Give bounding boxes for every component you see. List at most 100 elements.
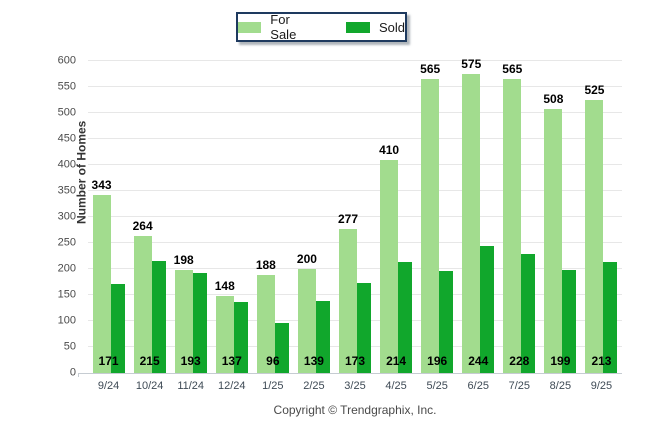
x-axis-label: 7/25 (508, 380, 531, 392)
legend-item-sold: Sold (345, 19, 405, 35)
y-tick-label: 500 (57, 106, 76, 119)
y-tick-label: 600 (57, 54, 76, 67)
month-group: 525 213 9/25 (581, 61, 622, 392)
legend-item-for-sale: For Sale (238, 12, 318, 42)
y-tick-label: 150 (57, 288, 76, 301)
for-sale-value-label: 200 (296, 252, 317, 266)
sold-bar (398, 261, 413, 373)
month-group: 343 171 9/24 (88, 61, 129, 392)
for-sale-bar: 200 (297, 252, 317, 373)
month-group: 508 199 8/25 (540, 61, 581, 392)
month-group: 565 228 7/25 (499, 61, 540, 392)
for-sale-value-label: 148 (214, 279, 235, 294)
sold-bar (562, 269, 577, 373)
month-group: 277 173 3/25 (334, 61, 375, 392)
y-tick-label: 100 (57, 314, 76, 327)
x-axis-label: 3/25 (344, 380, 366, 392)
x-axis-label: 2/25 (303, 380, 325, 392)
x-axis-label: 9/25 (590, 380, 613, 392)
for-sale-bar: 264 (133, 219, 153, 373)
y-tick-label: 400 (57, 158, 76, 171)
x-axis-label: 1/25 (262, 380, 284, 392)
month-group: 264 215 10/24 (129, 61, 170, 392)
for-sale-bar: 410 (379, 143, 399, 373)
for-sale-bar: 565 (502, 62, 522, 373)
x-axis-label: 9/24 (97, 380, 120, 392)
sold-bar (357, 283, 371, 373)
sold-bar (274, 323, 289, 373)
for-sale-bar: 148 (215, 279, 235, 373)
for-sale-value-label: 264 (132, 218, 153, 233)
for-sale-value-label: 565 (420, 62, 441, 77)
sold-bar (439, 271, 454, 373)
sold-value-label: 193 (180, 354, 201, 368)
month-group: 188 96 1/25 (252, 61, 293, 392)
y-tick-label: 300 (57, 210, 76, 223)
sold-swatch (345, 21, 370, 33)
for-sale-bar: 575 (461, 57, 481, 373)
plot-area: 343 171 9/24 264 215 10/24 198 193 11/24 148 137 12… (88, 57, 622, 392)
chart-legend: For Sale Sold (236, 12, 407, 42)
sold-value-label: 215 (139, 354, 160, 368)
y-tick-label: 0 (69, 366, 76, 379)
sold-bar (315, 300, 330, 373)
for-sale-bar: 565 (420, 62, 440, 373)
for-sale-value-label: 277 (337, 211, 359, 226)
gridline (88, 190, 622, 191)
x-axis-label: 5/25 (426, 380, 448, 392)
x-axis-label: 10/24 (135, 380, 164, 392)
sold-value-label: 96 (266, 354, 280, 368)
sold-value-label: 214 (386, 354, 407, 368)
gridline (88, 86, 622, 87)
for-sale-value-label: 508 (543, 91, 564, 106)
gridline (88, 164, 622, 165)
for-sale-value-label: 410 (379, 142, 400, 157)
sold-bar (192, 272, 207, 373)
for-sale-bar: 188 (256, 258, 276, 373)
gridline (88, 60, 622, 61)
x-axis-label: 12/24 (218, 380, 246, 392)
sold-value-label: 244 (468, 354, 489, 368)
x-axis-label: 6/25 (467, 380, 489, 392)
sold-bar (480, 246, 495, 373)
x-axis-left-tick (78, 373, 79, 377)
bar-groups: 343 171 9/24 264 215 10/24 198 193 11/24 148 137 12… (88, 57, 622, 392)
for-sale-value-label: 188 (255, 258, 276, 273)
sold-bar (521, 254, 536, 373)
legend-label-sold: Sold (378, 19, 405, 35)
for-sale-bar: 508 (543, 92, 563, 373)
sold-value-label: 171 (98, 354, 119, 368)
month-group: 198 193 11/24 (170, 61, 211, 392)
for-sale-bar: 198 (174, 253, 194, 373)
month-group: 200 139 2/25 (293, 61, 334, 392)
for-sale-bar: 277 (338, 212, 358, 373)
sold-bar (151, 261, 166, 373)
sold-bar (110, 284, 125, 373)
sold-value-label: 173 (344, 354, 366, 368)
for-sale-value-label: 198 (173, 253, 194, 268)
sold-bar (233, 301, 248, 373)
for-sale-bar: 525 (584, 83, 604, 373)
for-sale-value-label: 575 (461, 57, 482, 71)
y-tick-label: 350 (57, 184, 76, 197)
sold-value-label: 139 (303, 354, 324, 368)
sold-value-label: 137 (221, 354, 242, 368)
x-axis-label: 8/25 (549, 380, 572, 392)
for-sale-swatch (238, 21, 262, 33)
y-tick-label: 50 (63, 340, 76, 353)
gridline (88, 112, 622, 113)
copyright-text: Copyright © Trendgraphix, Inc. (273, 403, 437, 417)
y-tick-label: 450 (57, 132, 76, 145)
legend-label-for-sale: For Sale (270, 12, 297, 42)
sold-bar (603, 262, 618, 373)
month-group: 575 244 6/25 (458, 57, 499, 392)
sold-value-label: 228 (509, 354, 530, 368)
y-tick-label: 200 (57, 262, 76, 275)
month-group: 148 137 12/24 (211, 61, 252, 392)
for-sale-value-label: 343 (91, 177, 112, 192)
month-group: 565 196 5/25 (417, 61, 458, 392)
sold-value-label: 199 (550, 354, 571, 368)
gridline (88, 138, 622, 139)
for-sale-value-label: 565 (502, 62, 523, 77)
